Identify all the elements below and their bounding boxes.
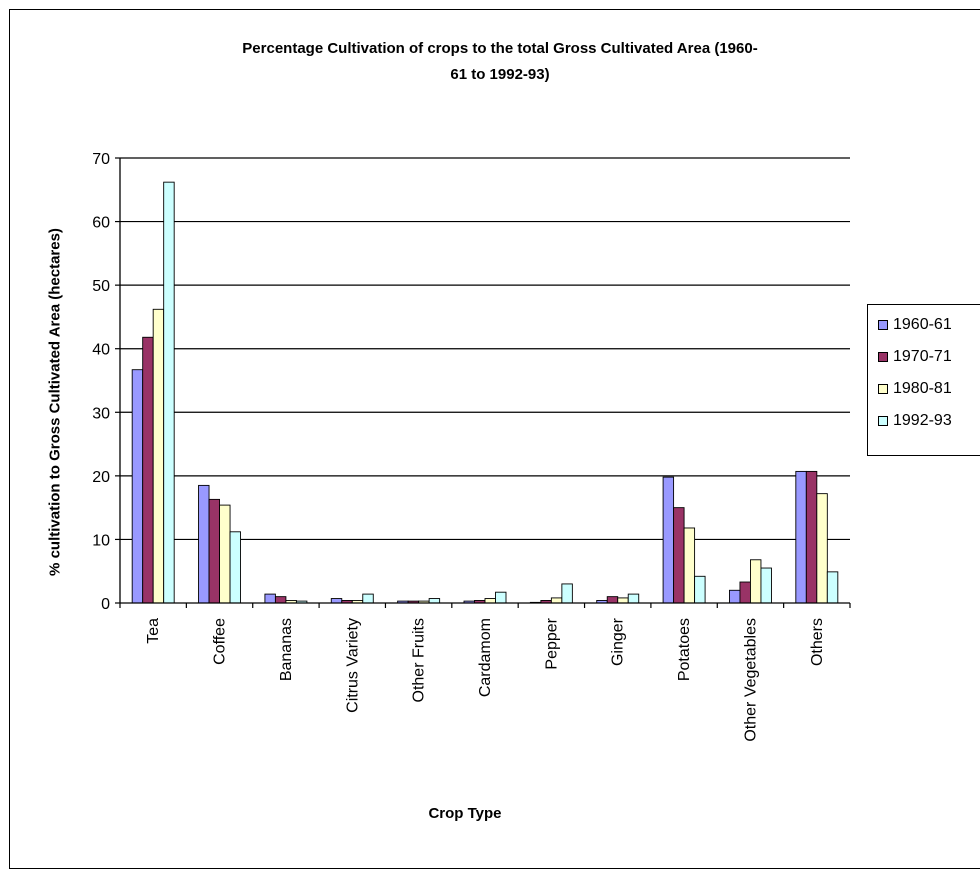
y-axis-title: % cultivation to Gross Cultivated Area (…	[46, 228, 64, 576]
bar-1980-81-tea	[152, 308, 165, 604]
y-tick-label: 10	[92, 532, 110, 549]
bar-1970-71-bananas	[274, 596, 287, 604]
y-tick-label: 0	[101, 596, 110, 613]
bar-1960-61-coffee	[198, 484, 210, 604]
bar-1992-93-ginger	[627, 593, 640, 604]
legend-label: 1970-71	[893, 348, 952, 365]
bar-1980-81-others	[816, 493, 828, 604]
legend-label: 1992-93	[893, 412, 952, 429]
bar-1992-93-other-vegetables	[760, 567, 772, 604]
y-tick-label: 70	[92, 151, 110, 168]
bar-1960-61-tea	[131, 369, 144, 604]
legend-swatch	[878, 384, 888, 394]
legend-label: 1960-61	[893, 316, 952, 333]
bar-1970-71-coffee	[208, 498, 220, 604]
bar-1980-81-coffee	[219, 504, 231, 604]
bar-1970-71-ginger	[606, 596, 619, 604]
bar-1970-71-potatoes	[673, 507, 685, 604]
bar-1980-81-other-vegetables	[750, 559, 762, 604]
bar-1992-93-cardamom	[495, 591, 507, 604]
legend: 1960-61 1970-71 1980-81 1992-93	[867, 304, 980, 456]
bar-1992-93-tea	[163, 181, 175, 604]
y-tick-label: 60	[92, 215, 110, 232]
legend-swatch	[878, 352, 888, 362]
chart-title: Percentage Cultivation of crops to the t…	[100, 36, 900, 88]
chart-title-line2: 61 to 1992-93)	[450, 66, 550, 83]
bar-1992-93-other-fruits	[428, 598, 441, 604]
legend-swatch	[878, 416, 888, 426]
gridlines	[120, 157, 850, 541]
x-tick-label: Others	[809, 618, 826, 666]
bar-1980-81-ginger	[617, 597, 629, 604]
legend-swatch	[878, 320, 888, 330]
legend-item: 1970-71	[878, 347, 952, 367]
x-tick-label: Pepper	[543, 617, 560, 669]
bar-1992-93-others	[826, 571, 839, 604]
x-tick-label: Ginger	[610, 617, 627, 666]
bars	[131, 181, 839, 604]
x-tick-label: Citrus Variety	[344, 618, 361, 713]
bar-1960-61-bananas	[264, 593, 276, 604]
x-tick-label: Other Vegetables	[742, 618, 759, 742]
bar-1980-81-potatoes	[683, 527, 696, 604]
x-tick-label: Bananas	[278, 618, 295, 681]
bar-1992-93-citrus-variety	[362, 593, 374, 604]
x-axis-title: Crop Type	[428, 805, 502, 822]
bar-1992-93-pepper	[561, 583, 573, 604]
legend-label: 1980-81	[893, 380, 952, 397]
y-tick-label: 30	[92, 405, 110, 422]
bar-1980-81-pepper	[550, 597, 563, 604]
bar-1980-81-cardamom	[484, 598, 496, 604]
y-tick-label: 50	[92, 278, 110, 295]
x-tick-label: Coffee	[212, 618, 229, 665]
bar-1970-71-tea	[142, 336, 154, 604]
bar-1960-61-others	[795, 470, 807, 604]
x-tick-label: Cardamom	[477, 618, 494, 697]
legend-item: 1960-61	[878, 315, 952, 335]
legend-item: 1980-81	[878, 379, 952, 399]
bar-1992-93-coffee	[229, 531, 241, 604]
bar-1960-61-citrus-variety	[330, 598, 343, 604]
x-tick-label: Tea	[145, 618, 162, 644]
legend-item: 1992-93	[878, 411, 952, 431]
bar-1960-61-potatoes	[662, 476, 675, 604]
y-tick-label: 20	[92, 469, 110, 486]
bar-1970-71-other-vegetables	[739, 581, 751, 604]
x-tick-label: Other Fruits	[411, 618, 428, 702]
bar-1960-61-other-vegetables	[729, 589, 741, 604]
x-tick-label: Potatoes	[676, 618, 693, 681]
chart-title-line1: Percentage Cultivation of crops to the t…	[242, 40, 758, 57]
axes: 0 10 20 30 40 50 60 70 Tea Coffee Bananas Citrus Va…	[92, 151, 851, 742]
y-tick-label: 40	[92, 342, 110, 359]
bar-1992-93-potatoes	[694, 575, 706, 604]
bar-1970-71-others	[805, 470, 818, 604]
